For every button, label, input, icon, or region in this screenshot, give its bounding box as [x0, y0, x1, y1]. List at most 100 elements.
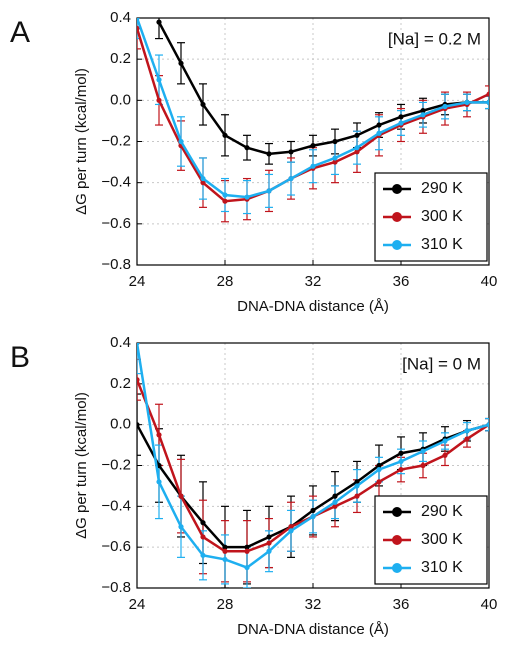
y-tick-label: −0.8 [101, 256, 131, 273]
data-point [178, 524, 184, 530]
legend-marker [392, 563, 402, 573]
legend-label: 300 K [421, 531, 463, 548]
y-tick-label: −0.8 [101, 579, 131, 596]
data-point [244, 564, 250, 571]
data-point [178, 493, 184, 499]
x-tick-label: 32 [305, 596, 322, 613]
error-bar [137, 18, 141, 50]
data-point [156, 19, 162, 25]
x-axis-label: DNA-DNA distance (Å) [237, 298, 389, 315]
plot-frame [136, 17, 490, 266]
annotation: [Na] = 0 M [402, 354, 481, 373]
data-point [354, 145, 360, 151]
data-point [137, 422, 140, 428]
data-point [376, 130, 382, 136]
data-point [222, 132, 228, 138]
data-point [156, 432, 162, 438]
y-tick-label: 0.2 [110, 375, 131, 392]
y-axis-label: ΔG per turn (kcal/mol) [73, 68, 90, 215]
data-point [310, 163, 316, 169]
y-tick-label: −0.6 [101, 538, 131, 555]
x-tick-label: 28 [217, 273, 234, 290]
data-point [354, 493, 360, 499]
data-point [266, 548, 272, 554]
y-tick-label: 0.0 [110, 91, 131, 108]
data-point [288, 528, 294, 534]
data-point [200, 175, 206, 182]
data-point [266, 540, 272, 546]
legend-marker [392, 212, 402, 222]
data-point [486, 422, 489, 428]
data-point [354, 479, 360, 485]
data-point [156, 97, 162, 103]
data-point [156, 77, 162, 83]
data-point [200, 534, 206, 540]
x-tick-label: 40 [481, 273, 498, 290]
data-point [332, 138, 338, 145]
data-point [332, 159, 338, 165]
x-tick-label: 40 [481, 596, 498, 613]
y-tick-label: 0.4 [110, 334, 131, 351]
data-point [244, 544, 250, 550]
data-point [442, 452, 448, 458]
series-layer [137, 18, 489, 223]
data-point [266, 151, 272, 157]
legend-label: 290 K [421, 180, 463, 197]
data-point [266, 534, 272, 540]
data-point [310, 513, 316, 520]
y-tick-label: −0.4 [101, 174, 131, 191]
data-point [244, 194, 250, 200]
data-point [332, 503, 338, 509]
data-point [332, 493, 338, 499]
data-point [420, 448, 426, 454]
data-point [464, 436, 470, 442]
series-line [157, 21, 489, 156]
data-point [332, 155, 338, 161]
data-point [222, 544, 228, 550]
data-point [200, 552, 206, 558]
data-point [222, 198, 228, 204]
plot-frame [136, 342, 490, 589]
x-tick-label: 24 [129, 273, 146, 290]
data-point [354, 149, 360, 155]
data-point [200, 101, 206, 108]
y-tick-label: 0.2 [110, 50, 131, 67]
y-tick-label: −0.6 [101, 215, 131, 232]
y-tick-label: 0.0 [110, 416, 131, 433]
data-point [310, 507, 316, 514]
data-point [310, 143, 316, 149]
y-tick-label: −0.2 [101, 132, 131, 149]
x-tick-label: 32 [305, 273, 322, 290]
data-point [420, 108, 426, 114]
x-tick-label: 24 [129, 596, 146, 613]
data-point [376, 479, 382, 485]
data-point [376, 122, 382, 128]
data-point [332, 499, 338, 505]
y-tick-label: 0.4 [110, 9, 131, 26]
legend-label: 290 K [421, 503, 463, 520]
legend-label: 310 K [421, 559, 463, 576]
data-point [486, 99, 489, 105]
x-tick-label: 28 [217, 596, 234, 613]
data-point [442, 438, 448, 444]
legend-marker [392, 184, 402, 194]
data-point [288, 524, 294, 530]
legend-label: 300 K [421, 208, 463, 225]
data-point [244, 548, 250, 554]
data-point [178, 60, 184, 66]
x-tick-label: 36 [393, 596, 410, 613]
data-point [244, 145, 250, 151]
data-point [137, 343, 140, 346]
data-point [222, 556, 228, 563]
data-point [354, 132, 360, 138]
annotation: [Na] = 0.2 M [388, 29, 481, 48]
legend-marker [392, 240, 402, 250]
data-point [354, 483, 360, 489]
legend-marker [392, 507, 402, 517]
panel-label: B [10, 341, 30, 374]
data-point [442, 103, 448, 110]
data-point [486, 91, 489, 97]
legend-label: 310 K [421, 236, 463, 253]
data-point [398, 120, 404, 126]
